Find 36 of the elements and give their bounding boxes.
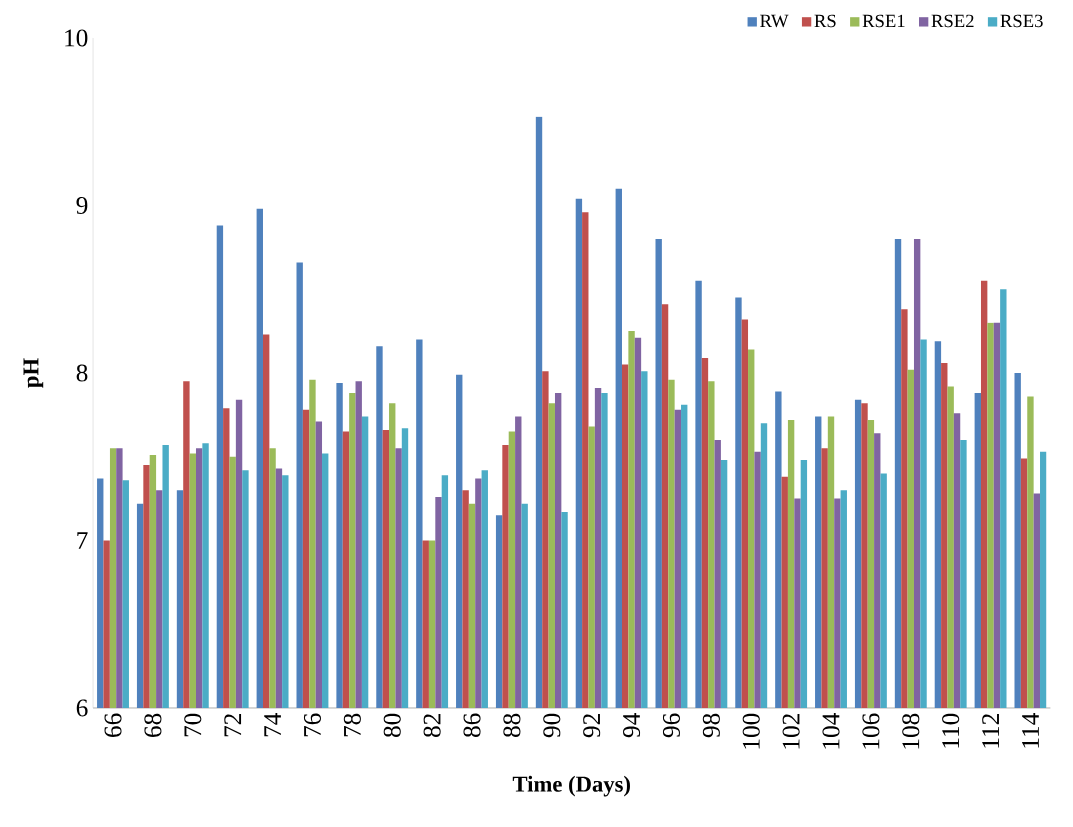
x-tick-label: 66 — [104, 713, 122, 737]
legend-label: RS — [814, 14, 836, 28]
x-tick-label: 112 — [982, 714, 999, 748]
legend-label: RSE1 — [862, 14, 905, 28]
x-tick-label: 102 — [782, 714, 800, 749]
y-tick-label: 9 — [76, 196, 88, 214]
x-tick-label: 86 — [463, 713, 481, 738]
x-tick-label: 88 — [503, 713, 521, 738]
x-tick-label: 96 — [662, 713, 680, 738]
x-tick-label: 108 — [902, 713, 920, 749]
x-axis-title: Time (Days) — [512, 775, 630, 797]
x-tick-label: 114 — [1022, 713, 1039, 748]
x-tick-label: 74 — [264, 713, 281, 737]
x-tick-label: 78 — [343, 713, 361, 737]
x-tick-label: 98 — [702, 713, 720, 738]
y-tick-label: 10 — [65, 29, 88, 47]
legend-label: RSE2 — [931, 14, 974, 28]
y-axis-title: pH — [23, 358, 44, 388]
x-tick-label: 82 — [423, 714, 441, 738]
y-tick-label: 6 — [76, 699, 88, 717]
legend-label: RSE3 — [1000, 14, 1043, 28]
y-tick-label: 7 — [77, 532, 88, 549]
x-tick-label: 76 — [303, 713, 321, 737]
x-tick-label: 72 — [224, 714, 242, 737]
x-tick-label: 70 — [184, 713, 202, 737]
x-tick-label: 90 — [543, 713, 561, 738]
x-tick-label: 106 — [862, 713, 880, 749]
legend-label: RW — [760, 14, 789, 28]
x-tick-label: 68 — [144, 713, 162, 737]
x-tick-label: 92 — [583, 714, 601, 738]
x-tick-label: 104 — [822, 713, 840, 749]
x-tick-label: 80 — [383, 713, 401, 738]
x-tick-label: 110 — [942, 713, 960, 748]
x-tick-label: 94 — [623, 713, 641, 738]
x-tick-label: 100 — [742, 713, 760, 749]
y-tick-label: 8 — [76, 364, 88, 382]
